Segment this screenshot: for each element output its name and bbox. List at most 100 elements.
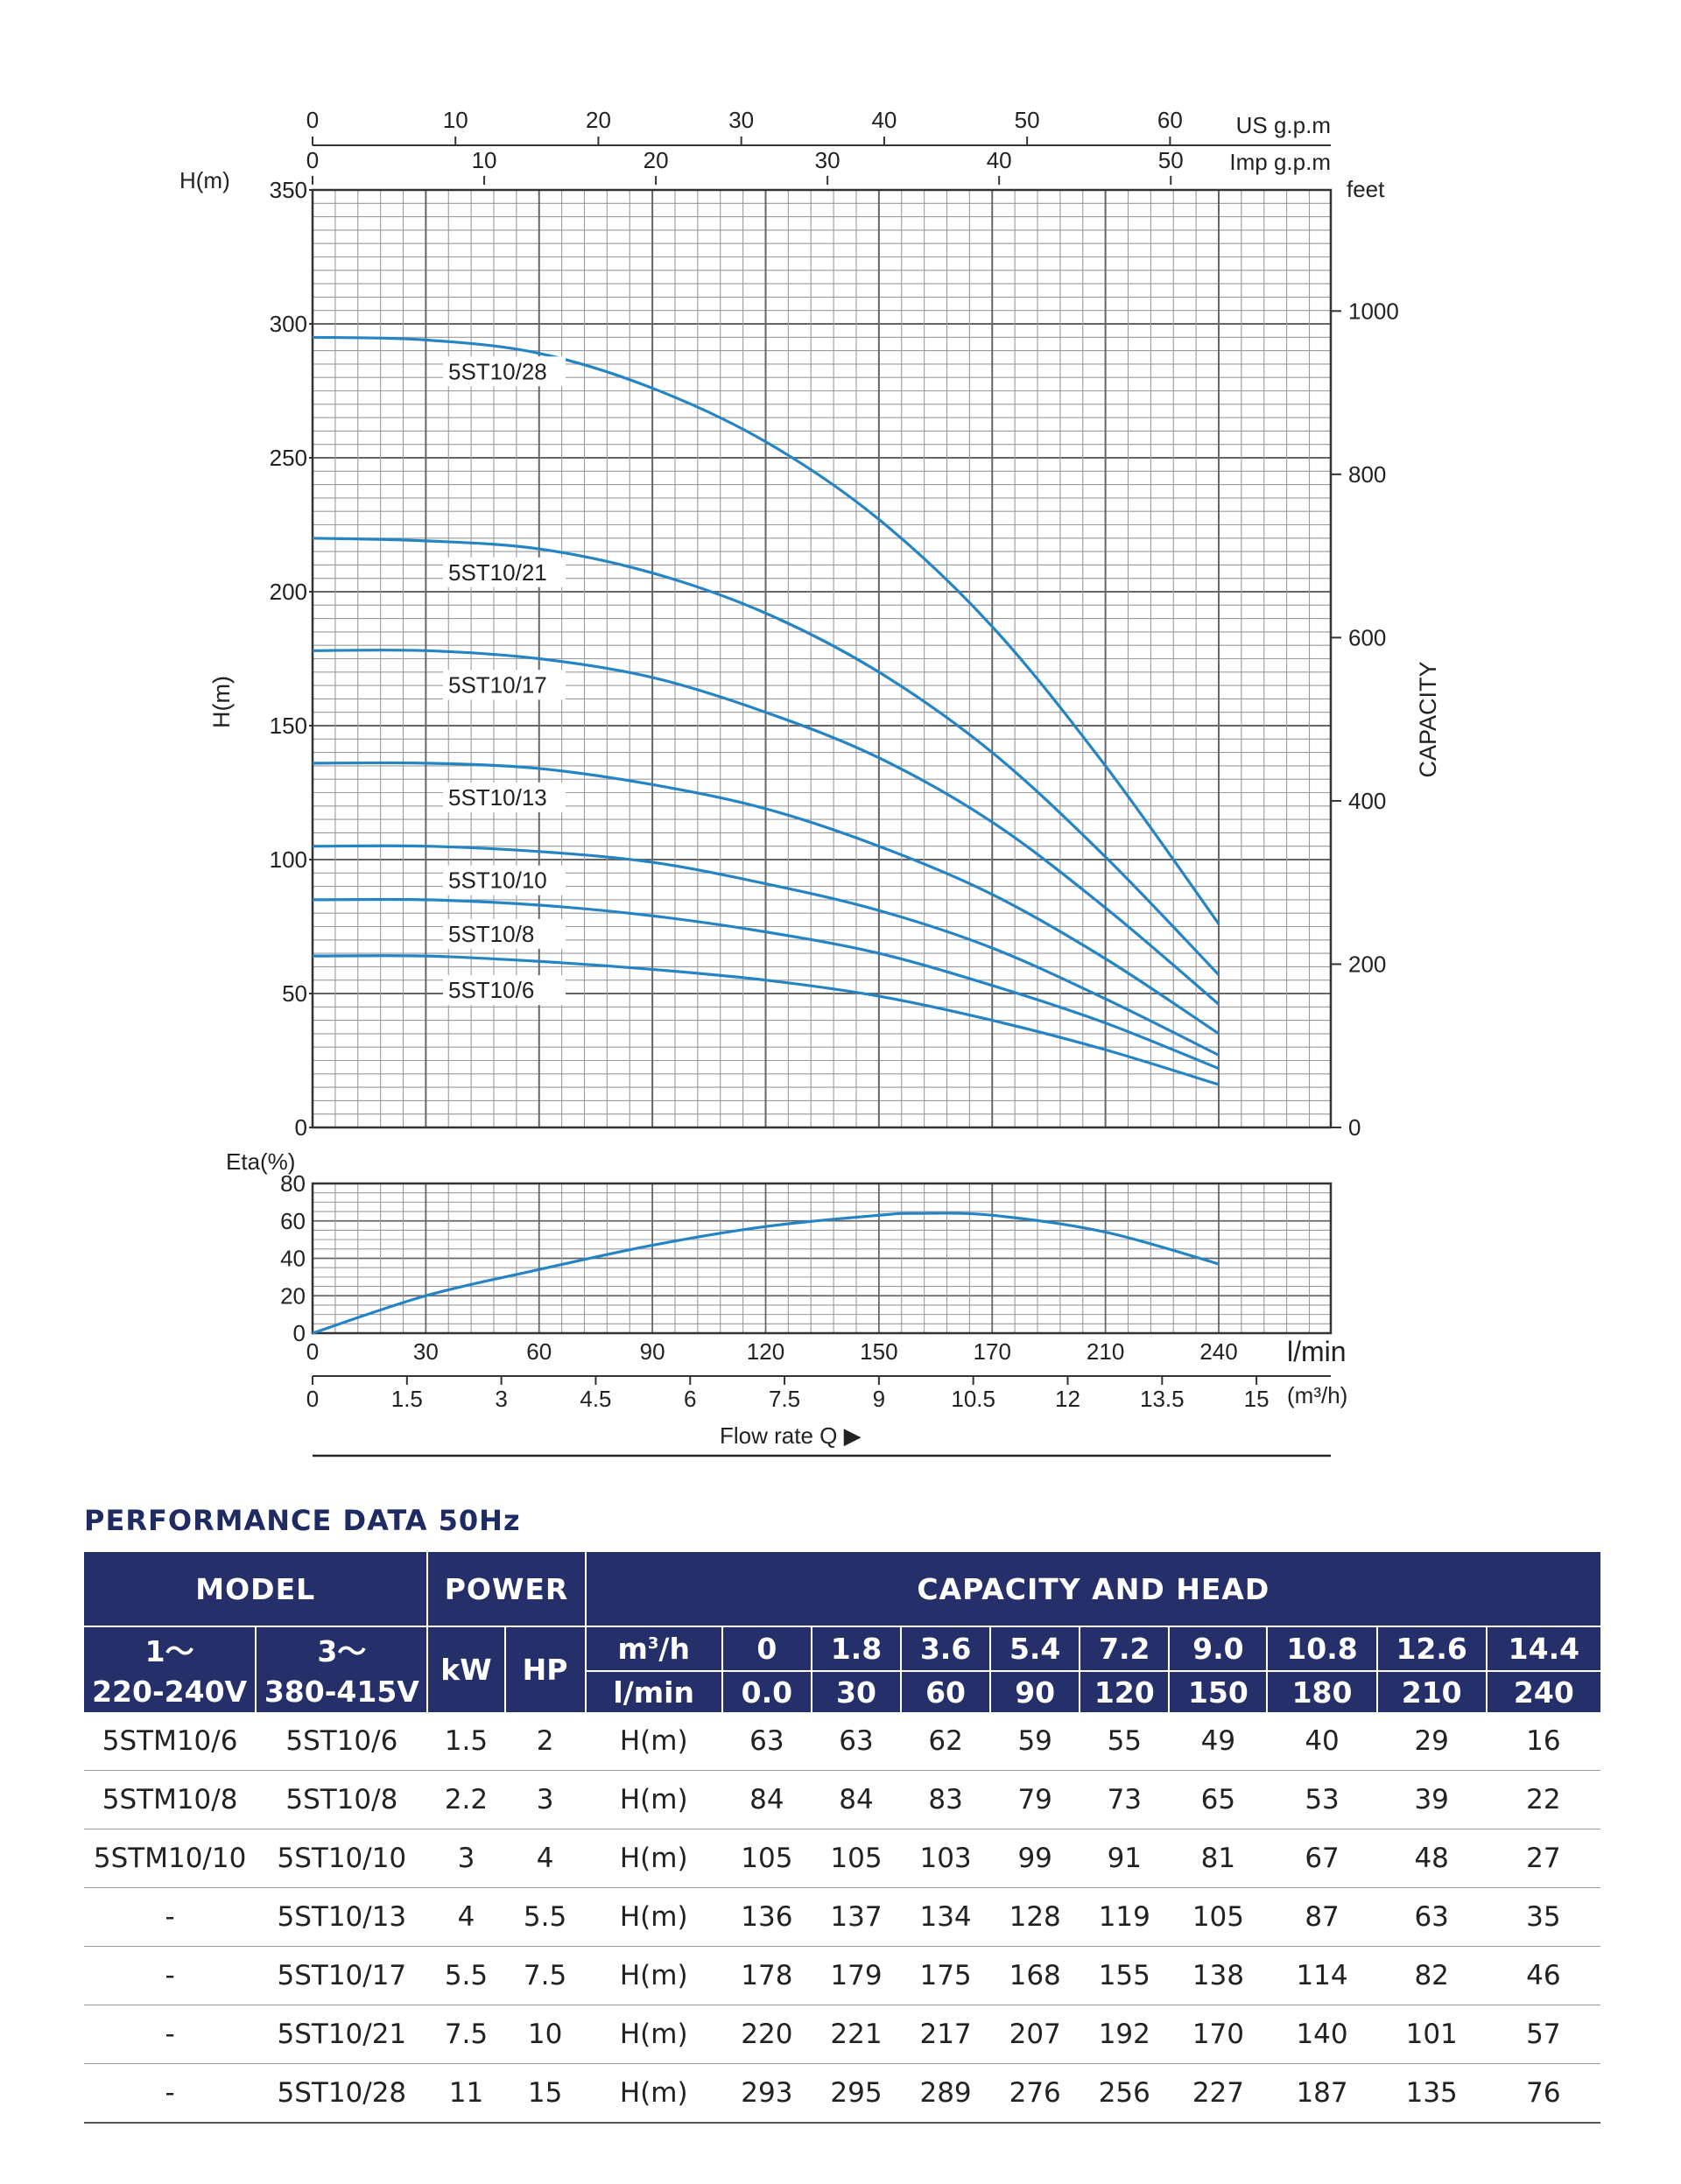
head-value: 63	[811, 1712, 902, 1771]
lmin-tick-label: 120	[747, 1338, 784, 1365]
eta-tick-label: 80	[280, 1170, 306, 1197]
head-value: 137	[811, 1887, 902, 1947]
lmin-tick-label: 30	[413, 1338, 439, 1365]
plot-frame	[311, 188, 1333, 1129]
power-hp: 5.5	[504, 1887, 586, 1947]
m3h-value: 12.6	[1375, 1626, 1487, 1671]
table-row: -5ST10/17 5.5 7.5 H(m) 178 179 175 168 155 138 114…	[84, 1946, 1600, 2005]
feet-tick-label: 400	[1348, 788, 1386, 814]
power-kw: 1.5	[427, 1712, 505, 1771]
head-value: 175	[901, 1946, 991, 2005]
imp-gpm-tick-label: 10	[472, 147, 497, 173]
head-value: 84	[811, 1770, 902, 1829]
head-value: 128	[990, 1887, 1080, 1947]
y-tick-label: 0	[295, 1114, 307, 1141]
head-curve	[312, 537, 1220, 976]
lmin-tick-label: 90	[640, 1338, 665, 1365]
head-curve	[312, 954, 1220, 1086]
eta-tick-label: 0	[293, 1320, 306, 1346]
y-tick-label: 100	[270, 846, 307, 873]
head-unit: H(m)	[585, 1829, 722, 1888]
curve-label: 5ST10/6	[448, 977, 534, 1003]
header-unit-m3h: m3/h	[584, 1626, 722, 1671]
head-value: 40	[1267, 1712, 1377, 1771]
head-value: 135	[1376, 2063, 1487, 2124]
curve-label: 5ST10/8	[448, 921, 534, 947]
three-phase-model: 5ST10/17	[256, 1946, 428, 2005]
y-axis-label-top: H(m)	[179, 167, 230, 193]
eta-plot-frame	[311, 1182, 1333, 1335]
table-row: -5ST10/28 11 15 H(m) 293 295 289 276 256 227 187 13…	[84, 2063, 1600, 2124]
m3h-tick-label: 6	[684, 1386, 696, 1412]
header-three-phase-top: 3～	[255, 1626, 428, 1671]
header-unit-lmin: l/min	[584, 1670, 722, 1712]
head-value: 138	[1169, 1946, 1268, 2005]
feet-tick-label: 1000	[1348, 298, 1399, 324]
feet-tick-label: 200	[1348, 951, 1386, 977]
head-value: 55	[1080, 1712, 1170, 1771]
three-phase-model: 5ST10/21	[256, 2005, 428, 2064]
head-value: 289	[901, 2063, 991, 2124]
imp-gpm-tick-label: 0	[306, 147, 319, 173]
single-phase-model: 5STM10/10	[84, 1829, 257, 1888]
imp-gpm-tick-label: 50	[1158, 147, 1184, 173]
head-unit: H(m)	[585, 2005, 722, 2064]
head-curve	[312, 649, 1220, 1006]
lmin-value: 30	[810, 1670, 902, 1712]
head-value: 29	[1376, 1712, 1487, 1771]
curve-label-bg	[443, 975, 566, 1006]
us-gpm-tick-label: 10	[443, 107, 468, 133]
head-value: 105	[721, 1829, 812, 1888]
us-gpm-axis-label: US g.p.m	[1236, 112, 1331, 138]
head-value: 178	[721, 1946, 812, 2005]
single-phase-model: -	[84, 2005, 257, 2064]
header-capacity-head: CAPACITY AND HEAD	[584, 1552, 1600, 1626]
us-gpm-tick-label: 50	[1015, 107, 1040, 133]
curve-label: 5ST10/13	[448, 784, 547, 811]
head-value: 16	[1486, 1712, 1600, 1771]
head-value: 65	[1169, 1770, 1268, 1829]
curve-label: 5ST10/21	[448, 559, 547, 586]
head-value: 140	[1267, 2005, 1377, 2064]
performance-table: MODEL POWER CAPACITY AND HEAD 1～ 3～ kW H…	[84, 1552, 1600, 2124]
power-kw: 5.5	[427, 1946, 505, 2005]
m3h-value: 0	[721, 1626, 812, 1671]
head-unit: H(m)	[585, 1887, 722, 1947]
us-gpm-tick-label: 40	[871, 107, 897, 133]
y-tick-label: 50	[282, 980, 307, 1007]
m3h-value: 9.0	[1168, 1626, 1268, 1671]
curve-label: 5ST10/28	[448, 358, 547, 384]
lmin-tick-label: 150	[860, 1338, 897, 1365]
power-hp: 3	[504, 1770, 586, 1829]
head-value: 53	[1267, 1770, 1377, 1829]
curve-label-bg	[443, 356, 566, 387]
y-axis-label: H(m)	[208, 676, 235, 728]
three-phase-model: 5ST10/13	[256, 1887, 428, 1947]
head-curve	[312, 844, 1220, 1057]
power-hp: 7.5	[504, 1946, 586, 2005]
head-value: 99	[990, 1829, 1080, 1888]
head-value: 192	[1080, 2005, 1170, 2064]
head-value: 76	[1486, 2063, 1600, 2124]
head-value: 84	[721, 1770, 812, 1829]
head-curve	[312, 897, 1220, 1071]
head-value: 105	[1169, 1887, 1268, 1947]
power-kw: 11	[427, 2063, 505, 2124]
head-value: 83	[901, 1770, 991, 1829]
m3h-tick-label: 15	[1244, 1386, 1270, 1412]
head-value: 187	[1267, 2063, 1377, 2124]
us-gpm-tick-label: 60	[1157, 107, 1183, 133]
table-row: -5ST10/13 4 5.5 H(m) 136 137 134 128 119 105 87 63 3…	[84, 1887, 1600, 1947]
head-value: 221	[811, 2005, 902, 2064]
y-tick-label: 300	[270, 311, 307, 337]
performance-data-title: PERFORMANCE DATA 50Hz	[84, 1504, 521, 1537]
head-value: 27	[1486, 1829, 1600, 1888]
lmin-tick-label: 210	[1087, 1338, 1124, 1365]
head-value: 170	[1169, 2005, 1268, 2064]
power-kw: 2.2	[427, 1770, 505, 1829]
single-phase-model: -	[84, 1946, 257, 2005]
head-value: 62	[901, 1712, 991, 1771]
efficiency-curve	[312, 1211, 1220, 1335]
